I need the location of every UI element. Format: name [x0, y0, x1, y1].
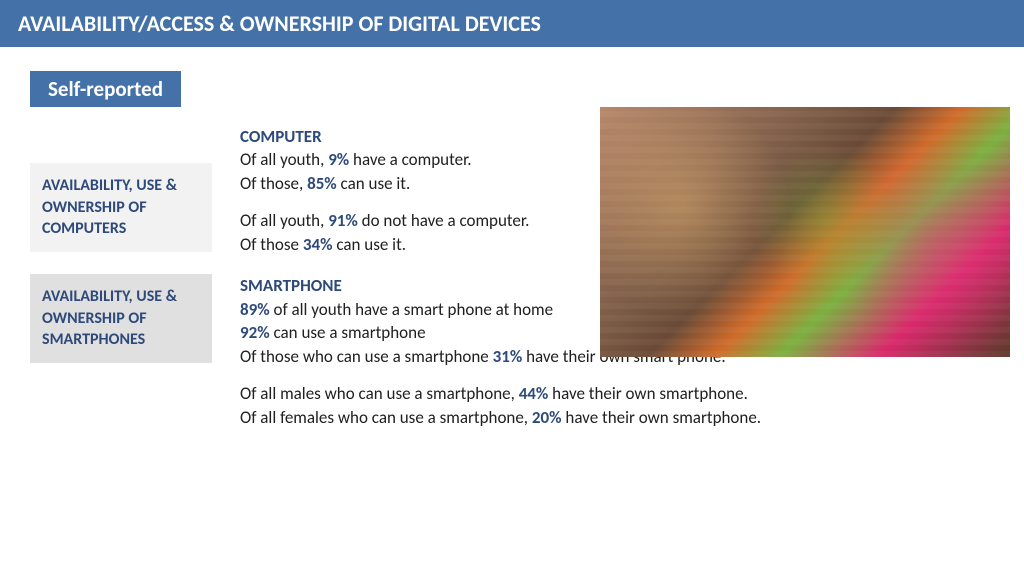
gap — [240, 195, 560, 209]
self-reported-badge: Self-reported — [30, 71, 181, 107]
computer-line-2: Of those, 85% can use it. — [240, 172, 560, 195]
smartphone-line-5: Of all females who can use a smartphone,… — [240, 406, 994, 429]
sidebox-smartphones-label: AVAILABILITY, USE & OWNERSHIP OF SMARTPH… — [42, 287, 177, 349]
stat-value: 92% — [240, 322, 270, 343]
stat-value: 91% — [328, 210, 358, 231]
text: can use it. — [337, 173, 411, 194]
text: have their own smartphone. — [562, 407, 762, 428]
spacer — [30, 125, 212, 163]
slide-title: AVAILABILITY/ACCESS & OWNERSHIP OF DIGIT… — [18, 10, 541, 37]
gap — [240, 368, 994, 382]
text: Of those — [240, 234, 303, 255]
computer-line-3: Of all youth, 91% do not have a computer… — [240, 209, 560, 232]
text: Of those, — [240, 173, 307, 194]
text: Of all youth, — [240, 149, 328, 170]
sidebox-computers-label: AVAILABILITY, USE & OWNERSHIP OF COMPUTE… — [42, 176, 177, 238]
text: Of all males who can use a smartphone, — [240, 383, 519, 404]
text: have their own smartphone. — [548, 383, 748, 404]
sidebox-smartphones: AVAILABILITY, USE & OWNERSHIP OF SMARTPH… — [30, 274, 212, 363]
stat-value: 89% — [240, 299, 270, 320]
computer-heading: COMPUTER — [240, 125, 560, 148]
hero-photo — [600, 107, 1010, 357]
text: of all youth have a smart phone at home — [270, 299, 553, 320]
stat-value: 31% — [493, 346, 523, 367]
slide-header: AVAILABILITY/ACCESS & OWNERSHIP OF DIGIT… — [0, 0, 1024, 47]
stat-value: 34% — [303, 234, 333, 255]
badge-label: Self-reported — [48, 76, 163, 102]
computer-line-4: Of those 34% can use it. — [240, 233, 560, 256]
text: Of all youth, — [240, 210, 328, 231]
content-area: Self-reported AVAILABILITY, USE & OWNERS… — [0, 47, 1024, 429]
text: Of all females who can use a smartphone, — [240, 407, 532, 428]
computer-text: COMPUTER Of all youth, 9% have a compute… — [240, 125, 560, 256]
computer-line-1: Of all youth, 9% have a computer. — [240, 148, 560, 171]
stat-value: 44% — [519, 383, 549, 404]
text: do not have a computer. — [358, 210, 530, 231]
stat-value: 85% — [307, 173, 337, 194]
text: Of those who can use a smartphone — [240, 346, 493, 367]
smartphone-line-4: Of all males who can use a smartphone, 4… — [240, 382, 994, 405]
text: have a computer. — [349, 149, 471, 170]
left-col: AVAILABILITY, USE & OWNERSHIP OF COMPUTE… — [30, 125, 212, 252]
stat-value: 9% — [328, 149, 349, 170]
sidebox-computers: AVAILABILITY, USE & OWNERSHIP OF COMPUTE… — [30, 163, 212, 252]
text: can use it. — [332, 234, 406, 255]
stat-value: 20% — [532, 407, 562, 428]
text: can use a smartphone — [270, 322, 426, 343]
